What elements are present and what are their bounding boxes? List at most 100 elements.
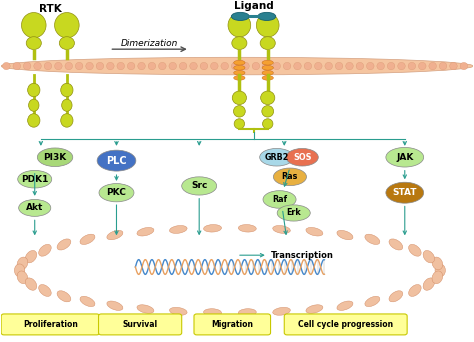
Ellipse shape [62, 99, 72, 111]
Ellipse shape [39, 285, 51, 297]
Ellipse shape [221, 62, 228, 70]
Ellipse shape [59, 37, 74, 50]
Ellipse shape [25, 250, 36, 263]
Ellipse shape [107, 62, 114, 70]
Text: STAT: STAT [392, 188, 417, 197]
Ellipse shape [450, 62, 457, 70]
Text: Migration: Migration [211, 319, 253, 329]
Ellipse shape [26, 37, 41, 50]
Ellipse shape [432, 257, 443, 270]
Text: Proliferation: Proliferation [23, 319, 78, 329]
Ellipse shape [37, 148, 73, 167]
Ellipse shape [107, 231, 123, 240]
Ellipse shape [234, 65, 245, 70]
Ellipse shape [57, 239, 71, 250]
Ellipse shape [252, 62, 260, 70]
Ellipse shape [17, 257, 28, 270]
Ellipse shape [356, 62, 364, 70]
Ellipse shape [419, 62, 426, 70]
Ellipse shape [228, 13, 251, 37]
Ellipse shape [190, 62, 197, 70]
Ellipse shape [315, 62, 322, 70]
Ellipse shape [273, 62, 281, 70]
Ellipse shape [138, 62, 146, 70]
Ellipse shape [57, 291, 71, 302]
Ellipse shape [27, 83, 40, 97]
Ellipse shape [61, 114, 73, 127]
Text: Dimerization: Dimerization [121, 39, 178, 48]
Ellipse shape [294, 62, 301, 70]
Ellipse shape [210, 62, 218, 70]
Text: PKC: PKC [107, 188, 127, 197]
Ellipse shape [408, 62, 416, 70]
Text: PDK1: PDK1 [21, 175, 48, 184]
Ellipse shape [0, 57, 474, 75]
Ellipse shape [128, 62, 135, 70]
Ellipse shape [260, 37, 275, 50]
Ellipse shape [423, 250, 435, 263]
Text: Ligand: Ligand [234, 1, 273, 11]
Ellipse shape [273, 307, 291, 315]
Ellipse shape [200, 62, 208, 70]
Ellipse shape [17, 271, 28, 284]
Ellipse shape [335, 62, 343, 70]
Ellipse shape [234, 106, 245, 117]
FancyBboxPatch shape [194, 314, 271, 335]
Ellipse shape [80, 234, 95, 245]
Text: Survival: Survival [123, 319, 158, 329]
Ellipse shape [182, 177, 217, 195]
Ellipse shape [234, 70, 245, 75]
Ellipse shape [325, 62, 332, 70]
Ellipse shape [75, 62, 83, 70]
Ellipse shape [137, 305, 154, 313]
Ellipse shape [44, 62, 52, 70]
Ellipse shape [234, 60, 245, 65]
Ellipse shape [14, 264, 25, 277]
Ellipse shape [27, 114, 40, 127]
Ellipse shape [263, 62, 270, 70]
Ellipse shape [262, 106, 273, 117]
Ellipse shape [337, 231, 353, 240]
Text: Src: Src [191, 182, 208, 190]
Ellipse shape [148, 62, 156, 70]
Ellipse shape [23, 62, 31, 70]
Ellipse shape [107, 301, 123, 311]
Ellipse shape [262, 70, 273, 75]
Ellipse shape [365, 234, 380, 245]
Ellipse shape [386, 182, 424, 203]
Ellipse shape [28, 99, 39, 111]
Ellipse shape [234, 76, 245, 80]
Ellipse shape [158, 62, 166, 70]
Ellipse shape [423, 278, 435, 290]
Text: Cell cycle progression: Cell cycle progression [298, 319, 393, 329]
Ellipse shape [18, 199, 51, 216]
Ellipse shape [61, 83, 73, 97]
Text: Transcription: Transcription [271, 251, 334, 260]
Ellipse shape [18, 170, 52, 188]
Ellipse shape [398, 62, 405, 70]
Ellipse shape [170, 225, 187, 233]
Ellipse shape [337, 301, 353, 311]
Ellipse shape [261, 91, 275, 105]
Ellipse shape [346, 62, 353, 70]
Ellipse shape [460, 62, 468, 70]
Text: Erk: Erk [286, 209, 301, 218]
FancyBboxPatch shape [99, 314, 182, 335]
Ellipse shape [231, 12, 249, 21]
Ellipse shape [204, 225, 221, 232]
Ellipse shape [439, 62, 447, 70]
Text: SOS: SOS [293, 153, 311, 162]
Ellipse shape [238, 309, 256, 316]
Ellipse shape [429, 62, 437, 70]
Ellipse shape [65, 62, 73, 70]
Ellipse shape [409, 245, 421, 256]
Ellipse shape [39, 245, 51, 256]
Ellipse shape [306, 227, 323, 236]
Ellipse shape [263, 191, 296, 208]
Ellipse shape [256, 13, 279, 37]
Ellipse shape [55, 62, 62, 70]
Ellipse shape [179, 62, 187, 70]
Ellipse shape [242, 62, 249, 70]
Ellipse shape [231, 62, 239, 70]
Ellipse shape [99, 184, 134, 202]
